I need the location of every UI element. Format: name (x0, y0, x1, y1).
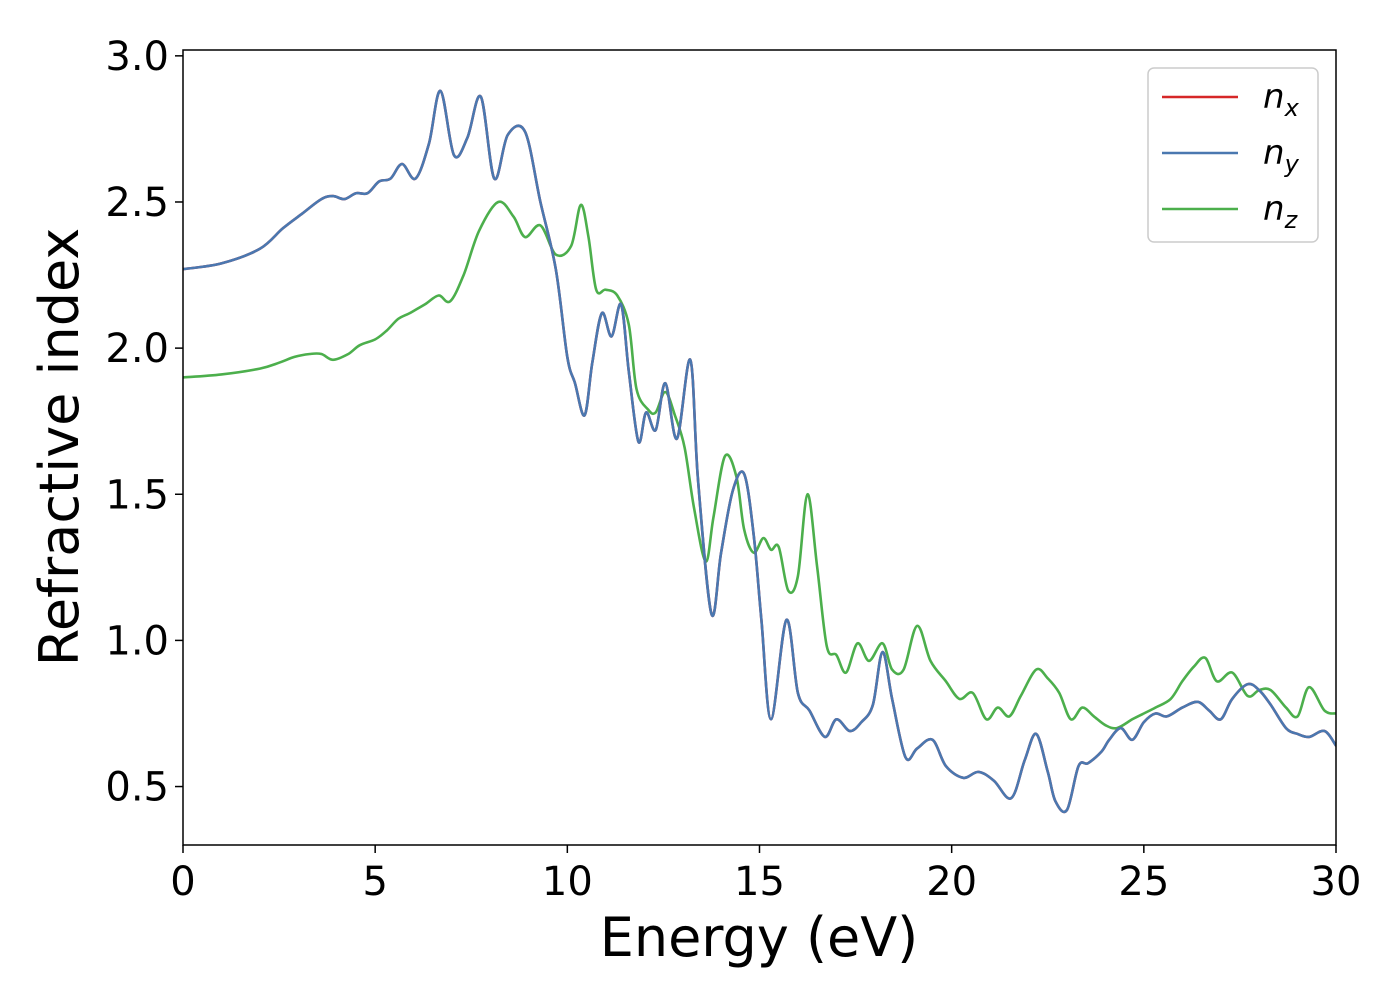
series-line-nz (183, 200, 1336, 730)
x-axis-ticks: 0 5 10 15 20 25 30 (170, 845, 1361, 905)
legend-label-nz: nz (1263, 189, 1299, 234)
legend-box (1147, 67, 1319, 243)
y-tick-label: 2.0 (105, 326, 169, 372)
x-tick-label: 5 (362, 859, 387, 905)
x-tick-label: 20 (926, 859, 977, 905)
x-tick-label: 15 (734, 859, 785, 905)
y-axis-label: Refractive index (28, 228, 91, 667)
y-tick-label: 1.5 (105, 472, 169, 518)
y-tick-label: 3.0 (105, 34, 169, 80)
y-tick-label: 1.0 (105, 618, 169, 664)
x-tick-label: 30 (1311, 859, 1362, 905)
y-axis-ticks: 0.5 1.0 1.5 2.0 2.5 3.0 (105, 34, 183, 811)
legend-label-ny: ny (1263, 133, 1300, 178)
series-layer (183, 89, 1336, 814)
series-line-ny (183, 89, 1336, 814)
y-tick-label: 2.5 (105, 180, 169, 226)
legend: nx ny nz (1147, 67, 1319, 243)
x-axis-label: Energy (eV) (600, 906, 919, 969)
x-tick-label: 25 (1118, 859, 1169, 905)
legend-label-nx: nx (1263, 77, 1300, 122)
x-tick-label: 10 (542, 859, 593, 905)
y-tick-label: 0.5 (105, 765, 169, 811)
x-tick-label: 0 (170, 859, 195, 905)
